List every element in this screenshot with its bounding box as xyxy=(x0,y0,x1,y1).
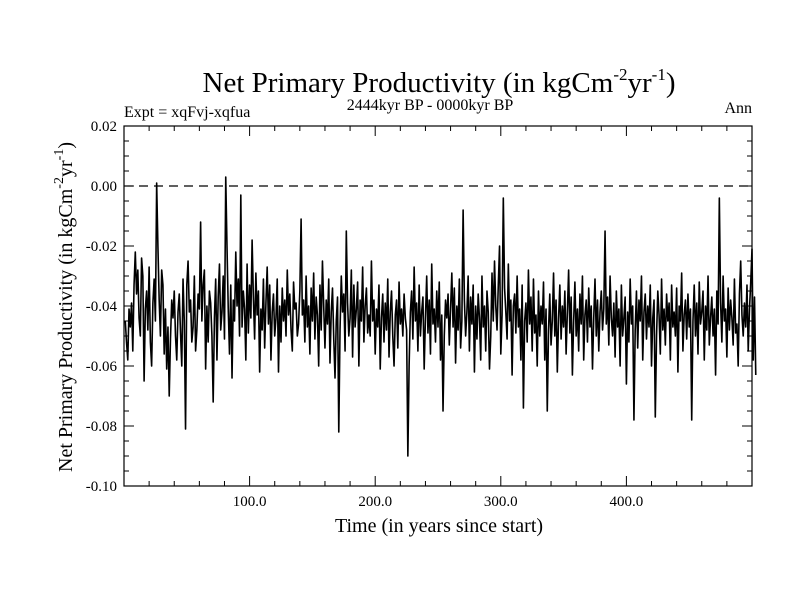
experiment-label: Expt = xqFvj-xqfua xyxy=(124,104,250,121)
chart-title: Net Primary Productivity (in kgCm-2yr-1) xyxy=(203,65,676,99)
y-tick-label: -0.04 xyxy=(86,299,118,315)
y-tick-label: 0.02 xyxy=(91,119,117,135)
plot-area: 100.0 200.0 300.0 400.0 0.02 0.00 -0.02 -0.04 -0… xyxy=(86,119,757,510)
season-label: Ann xyxy=(724,100,752,117)
y-tick-label: -0.02 xyxy=(86,239,117,255)
y-tick-label: -0.06 xyxy=(86,359,118,375)
y-tick-label: -0.08 xyxy=(86,419,117,435)
x-tick-label: 200.0 xyxy=(358,494,392,510)
y-tick-label: -0.10 xyxy=(86,479,117,495)
period-label: 2444kyr BP - 0000kyr BP xyxy=(347,97,514,114)
y-tick-label: 0.00 xyxy=(91,179,117,195)
x-tick-label: 400.0 xyxy=(610,494,644,510)
x-tick-label: 300.0 xyxy=(484,494,518,510)
x-axis-label: Time (in years since start) xyxy=(335,515,543,537)
series-line-0 xyxy=(124,176,757,457)
y-axis-label: Net Primary Productivity (in kgCm-2yr-1) xyxy=(52,142,77,472)
x-tick-label: 100.0 xyxy=(233,494,267,510)
